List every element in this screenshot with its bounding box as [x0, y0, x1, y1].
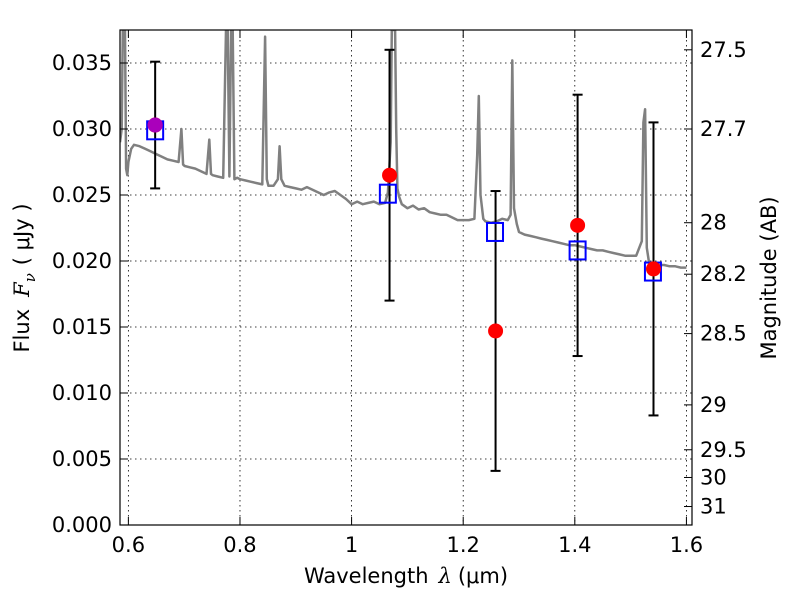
y-tick-label: 0.015 — [52, 315, 112, 339]
right-tick-label: 30 — [700, 465, 727, 489]
y-tick-label: 0.035 — [52, 51, 112, 75]
model-photometry-squares — [146, 120, 662, 282]
observed-point — [382, 167, 398, 183]
observed-point — [645, 261, 661, 277]
right-tick-label: 29.5 — [700, 438, 747, 462]
right-axis-ticks: 27.5 27.7 28 28.2 28.5 29 29.5 30 31 — [684, 38, 747, 519]
x-tick-label: 0.8 — [223, 533, 256, 557]
right-tick-label: 29 — [700, 393, 727, 417]
y-axis-title: FluxFν( μJy ) — [10, 203, 39, 352]
y-tick-label: 0.000 — [52, 513, 112, 537]
right-tick-label: 27.5 — [700, 38, 747, 62]
model-photometry-square — [486, 221, 505, 242]
observed-point — [488, 323, 504, 339]
plot-frame — [119, 29, 693, 526]
highlighted-point — [147, 117, 163, 133]
right-tick-label: 28 — [700, 211, 727, 235]
x-tick-label: 1.4 — [558, 533, 591, 557]
y-tick-label: 0.020 — [52, 249, 112, 273]
x-tick-label: 1.6 — [670, 533, 703, 557]
plot-background — [120, 30, 692, 525]
x-axis-title: Wavelength λ (μm) — [304, 564, 508, 588]
y-tick-label: 0.005 — [52, 447, 112, 471]
y-tick-label: 0.025 — [52, 183, 112, 207]
x-tick-label: 1.2 — [446, 533, 479, 557]
y-tick-label: 0.010 — [52, 381, 112, 405]
x-axis-ticks: 0.6 0.8 1 1.2 1.4 1.6 — [112, 30, 703, 557]
y-tick-label: 0.030 — [52, 117, 112, 141]
right-tick-label: 31 — [700, 495, 727, 519]
x-tick-label: 0.6 — [112, 533, 145, 557]
observed-point — [570, 217, 586, 233]
y-axis-ticks: 0.000 0.005 0.010 0.015 0.020 0.025 0.030 0.035 — [52, 51, 128, 537]
right-tick-label: 28.5 — [700, 322, 747, 346]
right-tick-label: 28.2 — [700, 262, 747, 286]
model-photometry-square — [568, 240, 587, 261]
x-tick-label: 1 — [345, 533, 358, 557]
model-photometry-square — [378, 183, 397, 204]
right-axis-title: Magnitude (AB) — [757, 196, 781, 359]
right-tick-label: 27.7 — [700, 117, 747, 141]
observed-points — [147, 117, 661, 339]
grid-lines — [120, 30, 692, 526]
